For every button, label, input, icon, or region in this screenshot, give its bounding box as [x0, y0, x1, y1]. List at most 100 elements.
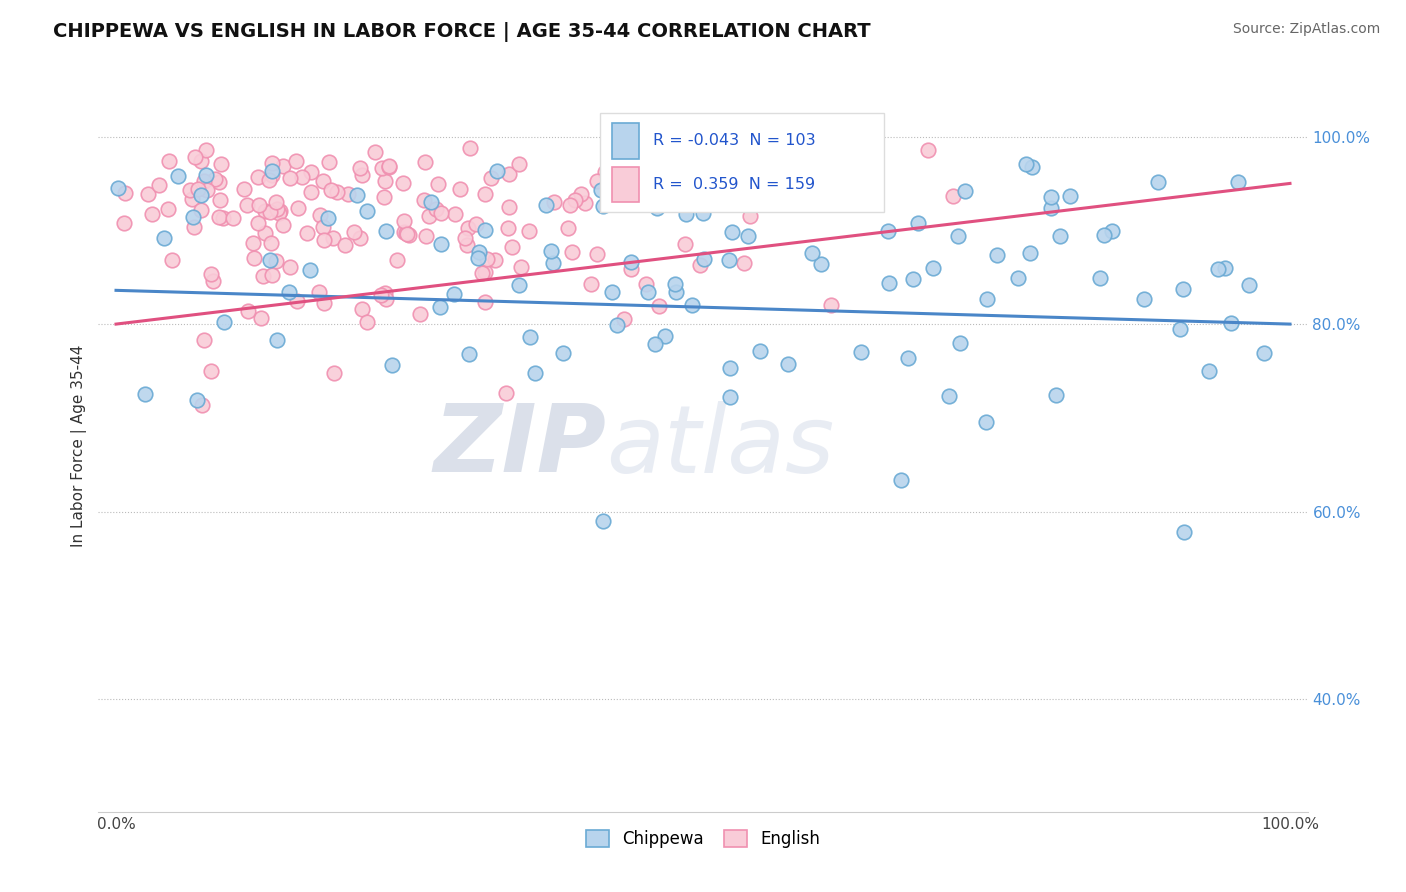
Text: atlas: atlas: [606, 401, 835, 491]
Point: [498, 167, 520, 181]
Point: [299, 165, 322, 179]
Point: [644, 336, 666, 351]
Point: [429, 206, 451, 220]
Point: [322, 367, 344, 381]
Point: [586, 247, 609, 261]
Point: [269, 203, 291, 218]
Point: [718, 361, 741, 376]
Point: [620, 261, 643, 276]
Point: [592, 199, 614, 213]
Point: [942, 189, 965, 203]
Point: [1021, 161, 1043, 175]
Point: [579, 277, 602, 291]
Point: [631, 166, 654, 180]
Point: [391, 176, 413, 190]
Y-axis label: In Labor Force | Age 35-44: In Labor Force | Age 35-44: [72, 345, 87, 547]
Point: [876, 224, 898, 238]
Point: [191, 398, 214, 412]
Point: [1092, 228, 1115, 243]
Point: [222, 211, 245, 226]
Point: [501, 240, 523, 254]
Point: [693, 252, 716, 266]
Point: [141, 207, 163, 221]
Point: [114, 186, 136, 201]
Point: [564, 194, 586, 208]
Point: [740, 209, 762, 223]
Point: [259, 252, 281, 267]
Point: [849, 345, 872, 359]
Point: [349, 161, 371, 176]
Point: [308, 208, 330, 222]
Point: [373, 190, 395, 204]
Point: [1226, 175, 1249, 189]
Point: [152, 231, 174, 245]
Point: [194, 168, 217, 182]
Point: [336, 186, 359, 201]
Point: [1045, 388, 1067, 402]
Point: [260, 156, 283, 170]
Point: [394, 213, 416, 227]
Point: [636, 194, 658, 209]
Point: [350, 302, 373, 317]
Point: [301, 185, 323, 199]
Point: [273, 218, 295, 232]
Point: [673, 236, 696, 251]
Point: [648, 154, 671, 169]
Point: [260, 268, 283, 282]
Point: [285, 293, 308, 308]
Point: [395, 227, 418, 241]
Point: [260, 236, 283, 251]
Point: [974, 415, 997, 429]
Point: [363, 145, 385, 159]
Point: [246, 170, 269, 185]
Point: [589, 183, 612, 197]
Point: [498, 200, 520, 214]
Point: [778, 357, 800, 371]
Point: [238, 303, 260, 318]
Point: [748, 343, 770, 358]
Point: [593, 165, 616, 179]
Point: [254, 226, 277, 240]
Point: [398, 227, 420, 242]
Point: [720, 225, 742, 239]
Point: [474, 186, 496, 201]
Point: [458, 141, 481, 155]
Point: [312, 174, 335, 188]
Point: [464, 217, 486, 231]
Point: [471, 267, 494, 281]
Point: [259, 173, 281, 187]
Point: [986, 248, 1008, 262]
Point: [976, 292, 998, 306]
Point: [375, 292, 398, 306]
Point: [949, 336, 972, 351]
Point: [287, 201, 309, 215]
Point: [457, 221, 479, 235]
Point: [138, 187, 160, 202]
Point: [385, 252, 408, 267]
Point: [1198, 364, 1220, 378]
FancyBboxPatch shape: [613, 123, 638, 159]
Point: [475, 252, 498, 266]
Point: [392, 225, 415, 239]
Point: [247, 198, 270, 212]
Point: [112, 216, 135, 230]
Point: [208, 176, 231, 190]
Point: [955, 184, 977, 198]
Point: [1208, 261, 1230, 276]
Point: [184, 150, 207, 164]
Point: [186, 392, 208, 407]
Point: [242, 236, 264, 251]
Point: [160, 252, 183, 267]
Point: [1146, 175, 1168, 189]
Point: [852, 184, 875, 198]
Point: [474, 222, 496, 236]
Point: [1088, 271, 1111, 285]
Point: [508, 157, 530, 171]
Point: [262, 163, 284, 178]
Point: [634, 277, 657, 292]
Point: [193, 174, 215, 188]
Point: [479, 170, 502, 185]
Point: [541, 256, 564, 270]
Point: [316, 211, 339, 226]
Point: [285, 154, 308, 169]
